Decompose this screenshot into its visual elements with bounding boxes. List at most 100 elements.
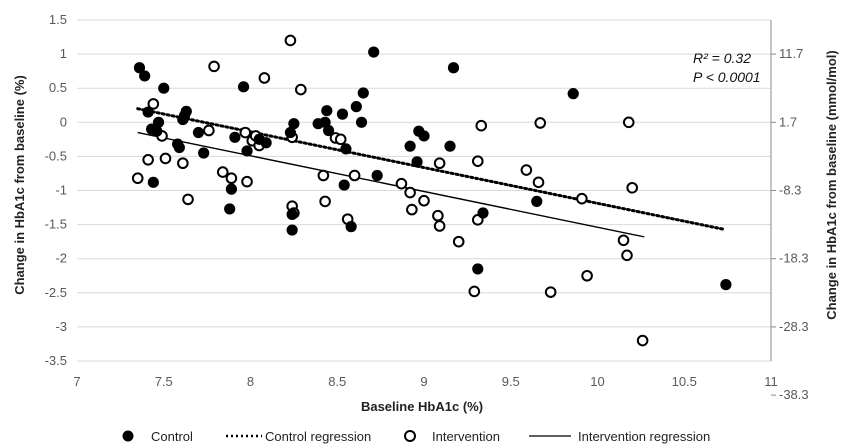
y-tick-label: -2.5: [45, 285, 67, 300]
intervention-point: [203, 124, 215, 137]
y-tick-label: -3.5: [45, 353, 67, 368]
gridlines: [77, 19, 771, 362]
y-tick-label: -2: [55, 251, 67, 266]
x-tick-label: 8.5: [328, 374, 346, 389]
control-point: [151, 125, 163, 137]
intervention-point: [404, 186, 416, 199]
y2-tick-label: -28.3: [779, 319, 809, 334]
control-point: [350, 101, 362, 113]
control-regression-line: [136, 107, 726, 231]
control-point: [444, 140, 456, 152]
legend-control-regression-label: Control regression: [265, 429, 371, 444]
legend-intervention-regression-label: Intervention regression: [578, 429, 710, 444]
x-tick-label: 10.5: [672, 374, 697, 389]
intervention-point: [241, 175, 253, 188]
x-tick-label: 9.5: [502, 374, 520, 389]
intervention-point: [177, 157, 189, 170]
legend: Control Control regression Intervention …: [122, 429, 710, 444]
control-point: [260, 137, 272, 149]
control-point: [286, 208, 298, 220]
regression-lines: [136, 107, 726, 238]
intervention-point: [319, 195, 331, 208]
intervention-point: [295, 83, 307, 96]
control-point: [139, 70, 151, 82]
x-tick-label: 10: [590, 374, 604, 389]
intervention-point: [239, 126, 252, 139]
control-point: [229, 131, 241, 143]
intervention-point: [216, 166, 229, 178]
control-point: [286, 224, 298, 236]
y2-tick-label: -38.3: [779, 387, 809, 402]
control-point: [288, 118, 300, 130]
intervention-point: [621, 249, 633, 262]
control-point: [237, 81, 250, 93]
intervention-point: [520, 164, 533, 176]
control-point: [173, 141, 185, 154]
control-point: [357, 87, 369, 99]
intervention-point: [433, 157, 446, 170]
intervention-point: [317, 169, 330, 182]
control-point: [321, 105, 333, 117]
legend-intervention-label: Intervention: [432, 429, 500, 444]
y-tick-label: 1: [60, 46, 67, 61]
control-point: [336, 108, 349, 120]
intervention-point: [208, 60, 220, 73]
y-tick-label: -0.5: [45, 148, 67, 163]
intervention-point: [395, 177, 408, 190]
intervention-point: [468, 285, 481, 298]
data-points: [131, 34, 732, 347]
intervention-point: [576, 192, 588, 205]
control-point: [447, 62, 460, 74]
intervention-point: [225, 172, 238, 185]
x-tick-label: 7: [73, 374, 80, 389]
y-tick-label: 1.5: [49, 12, 67, 27]
r-squared-annotation: R² = 0.32: [693, 50, 751, 66]
intervention-point: [433, 220, 446, 232]
control-point: [531, 195, 543, 208]
intervention-point: [131, 172, 144, 185]
control-point: [192, 126, 205, 139]
x-tick-label: 7.5: [155, 374, 173, 389]
control-point: [411, 156, 423, 168]
intervention-point: [159, 152, 172, 165]
intervention-point: [534, 117, 547, 129]
control-point: [338, 179, 350, 191]
control-point: [472, 263, 484, 275]
y-axis-title: Change in HbA1c from baseline (%): [12, 75, 27, 295]
control-point: [720, 279, 732, 291]
control-point: [322, 124, 335, 137]
control-point: [225, 183, 238, 195]
control-point: [404, 140, 416, 152]
y2-tick-label: -18.3: [779, 251, 809, 266]
intervention-point: [544, 286, 557, 298]
control-point: [477, 207, 489, 219]
control-point: [241, 145, 253, 157]
x-tick-label: 9: [420, 374, 427, 389]
intervention-point: [182, 193, 194, 206]
intervention-point: [626, 181, 639, 194]
y-tick-label: -3: [55, 319, 67, 334]
y2-axis-title: Change in HbA1c from baseline (mmol/mol): [824, 50, 839, 319]
y2-tick-label: 1.7: [779, 114, 797, 129]
intervention-point: [348, 169, 361, 182]
x-tick-label: 8: [247, 374, 254, 389]
intervention-point: [452, 235, 465, 248]
intervention-point: [636, 334, 649, 347]
y-tick-label: -1.5: [45, 217, 67, 232]
control-point: [142, 106, 154, 118]
x-axis-ticks: 7 7.5 8 8.5 9 9.5 10 10.5 11: [73, 374, 777, 389]
control-point: [180, 105, 192, 117]
y-tick-label: 0.5: [49, 80, 67, 95]
y-tick-label: 0: [60, 114, 67, 129]
control-point: [567, 88, 579, 100]
control-point: [368, 46, 380, 58]
legend-control-label: Control: [151, 429, 193, 444]
intervention-point: [475, 119, 488, 132]
x-tick-label: 11: [764, 374, 778, 389]
legend-control-marker: [122, 430, 134, 442]
control-point: [371, 169, 383, 182]
intervention-regression-line: [137, 131, 645, 238]
intervention-point: [432, 209, 444, 222]
y2-tick-label: -8.3: [779, 183, 801, 198]
